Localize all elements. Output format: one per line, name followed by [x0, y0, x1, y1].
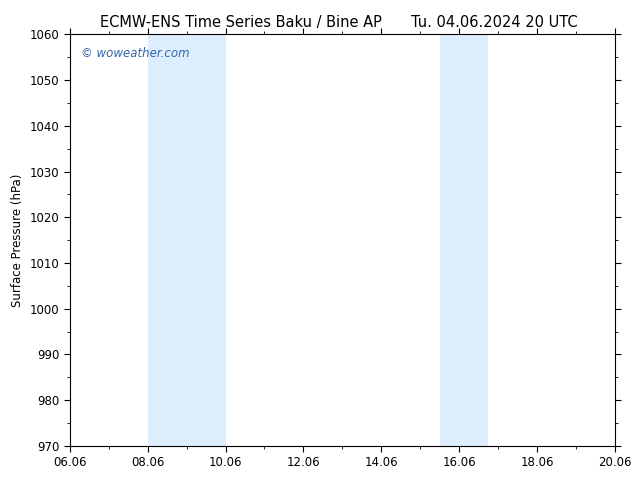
Y-axis label: Surface Pressure (hPa): Surface Pressure (hPa) [11, 173, 24, 307]
Bar [440, 34, 459, 446]
Text: © woweather.com: © woweather.com [81, 47, 190, 60]
Bar [177, 34, 226, 446]
Bar [148, 34, 177, 446]
Bar [459, 34, 488, 446]
Text: Tu. 04.06.2024 20 UTC: Tu. 04.06.2024 20 UTC [411, 15, 578, 30]
Text: ECMW-ENS Time Series Baku / Bine AP: ECMW-ENS Time Series Baku / Bine AP [100, 15, 382, 30]
